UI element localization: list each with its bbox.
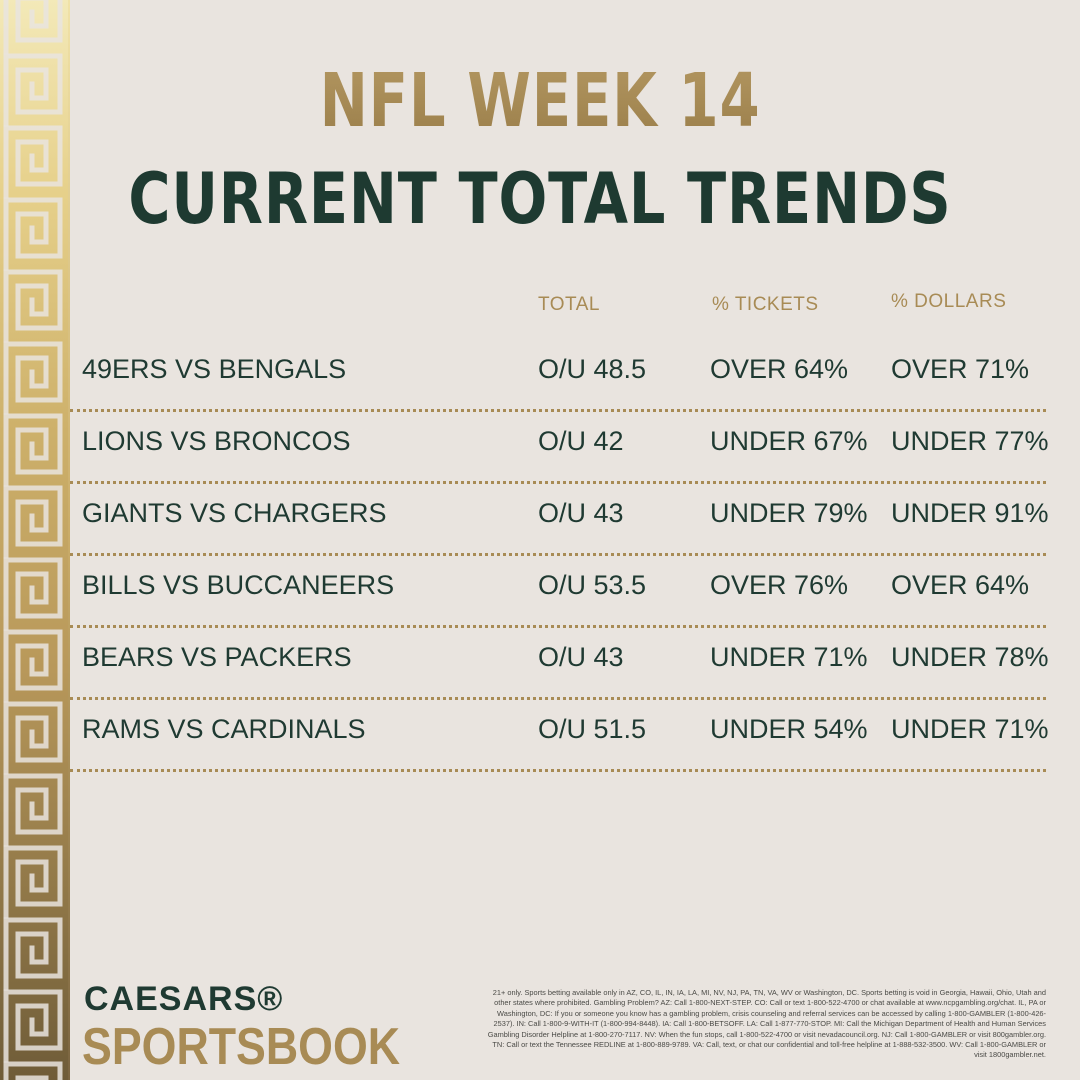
- total-cell: O/U 48.5: [538, 354, 647, 384]
- dollars-cell: UNDER 77%: [891, 426, 1049, 456]
- dollars-cell: UNDER 71%: [891, 714, 1049, 744]
- header-dollars: % DOLLARS: [891, 291, 1007, 312]
- row-divider: [70, 697, 1046, 700]
- row-divider: [70, 769, 1046, 772]
- page-title: NFL WEEK 14: [119, 58, 961, 144]
- border-edge-line: [68, 0, 70, 1080]
- table-row: RAMS VS CARDINALS O/U 51.5 UNDER 54% UNDER …: [70, 700, 1049, 772]
- matchup-cell: BILLS VS BUCCANEERS: [82, 570, 395, 600]
- matchup-cell: GIANTS VS CHARGERS: [82, 498, 387, 528]
- tickets-cell: UNDER 71%: [710, 642, 868, 672]
- page-subtitle: CURRENT TOTAL TRENDS: [128, 158, 952, 240]
- total-cell: O/U 43: [538, 642, 624, 672]
- tickets-cell: UNDER 54%: [710, 714, 868, 744]
- tickets-cell: UNDER 79%: [710, 498, 868, 528]
- tickets-cell: OVER 64%: [710, 354, 849, 384]
- table-row: GIANTS VS CHARGERS O/U 43 UNDER 79% UNDER 9…: [70, 484, 1049, 556]
- greek-key-border: [0, 0, 68, 1080]
- dollars-cell: UNDER 91%: [891, 498, 1049, 528]
- header-tickets: % TICKETS: [712, 294, 819, 315]
- row-divider: [70, 625, 1046, 628]
- caesars-logo-text: CAESARS®: [84, 980, 284, 1018]
- matchup-cell: LIONS VS BRONCOS: [82, 426, 351, 456]
- row-divider: [70, 481, 1046, 484]
- sportsbook-logo-text: SPORTSBOOK: [82, 1018, 401, 1076]
- matchup-cell: RAMS VS CARDINALS: [82, 714, 366, 744]
- total-cell: O/U 51.5: [538, 714, 647, 744]
- header-total: TOTAL: [538, 294, 600, 315]
- row-divider: [70, 409, 1046, 412]
- dollars-cell: UNDER 78%: [891, 642, 1049, 672]
- row-divider: [70, 553, 1046, 556]
- table-row: 49ERS VS BENGALS O/U 48.5 OVER 64% OVER 71%: [70, 340, 1046, 412]
- legal-disclaimer: 21+ only. Sports betting available only …: [487, 988, 1046, 1060]
- total-cell: O/U 43: [538, 498, 624, 528]
- total-cell: O/U 42: [538, 426, 624, 456]
- tickets-cell: OVER 76%: [710, 570, 849, 600]
- dollars-cell: OVER 71%: [891, 354, 1030, 384]
- table-row: BEARS VS PACKERS O/U 43 UNDER 71% UNDER 78%: [70, 628, 1049, 700]
- tickets-cell: UNDER 67%: [710, 426, 868, 456]
- dollars-cell: OVER 64%: [891, 570, 1030, 600]
- table-row: BILLS VS BUCCANEERS O/U 53.5 OVER 76% OVER …: [70, 556, 1046, 628]
- total-cell: O/U 53.5: [538, 570, 647, 600]
- matchup-cell: 49ERS VS BENGALS: [82, 354, 347, 384]
- matchup-cell: BEARS VS PACKERS: [82, 642, 352, 672]
- table-row: LIONS VS BRONCOS O/U 42 UNDER 67% UNDER 77%: [70, 412, 1049, 484]
